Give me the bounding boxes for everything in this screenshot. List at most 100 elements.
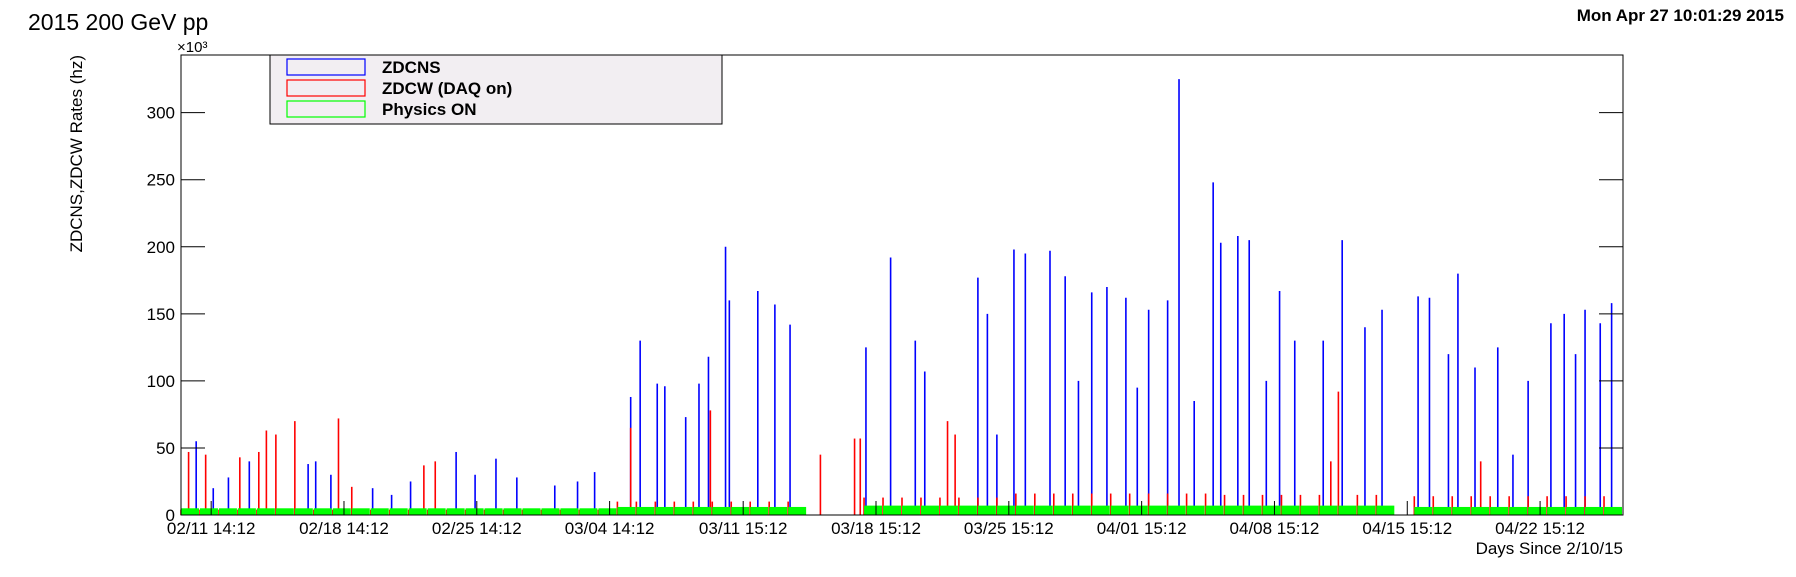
timestamp: Mon Apr 27 10:01:29 2015 [1577,6,1784,25]
legend-box [269,54,723,125]
physics-bar [1167,505,1186,515]
physics-bar [332,508,351,515]
physics-bar [560,508,579,515]
legend-swatch [286,58,366,76]
y-tick-label: 0 [166,506,175,525]
physics-bar [1585,506,1604,515]
physics-bar [939,505,958,515]
physics-bar [1281,505,1300,515]
x-tick-label: 03/04 14:12 [565,519,655,538]
legend-label: ZDCNS [382,58,441,77]
physics-bar [446,508,465,515]
y-multiplier: ×10³ [177,39,207,56]
physics-bar [902,505,920,515]
physics-bar [731,506,750,515]
x-tick-label: 04/01 15:12 [1097,519,1187,538]
physics-bar [1053,505,1072,515]
physics-bar [996,505,1015,515]
physics-bar [1205,505,1224,515]
physics-bar [579,508,598,515]
physics-bar [1319,505,1338,515]
physics-bar [1186,505,1205,515]
x-tick-label: 04/22 15:12 [1495,519,1585,538]
physics-bar [1471,506,1490,515]
x-tick-label: 02/25 14:12 [432,519,522,538]
physics-bar [598,508,617,515]
physics-bar [522,508,541,515]
legend-swatch [286,100,366,118]
x-tick-label: 03/25 15:12 [964,519,1054,538]
legend-swatch [286,79,366,97]
physics-bar [1262,505,1281,515]
physics-bar [788,506,807,515]
physics-bar [408,508,427,515]
physics-bar [275,508,294,515]
physics-bar [256,508,275,515]
x-tick-label: 02/11 14:12 [167,519,256,538]
physics-bar [1490,506,1509,515]
physics-bar [883,505,901,515]
physics-bar [294,508,313,515]
physics-bar [237,508,256,515]
y-tick-label: 150 [147,305,175,324]
x-tick-label: 02/18 14:12 [299,519,389,538]
plot-area [180,79,1622,515]
physics-bar [484,508,503,515]
physics-bar [427,508,446,515]
y-tick-label: 50 [156,439,175,458]
x-axis-label: Days Since 2/10/15 [1476,539,1623,558]
physics-bar [541,508,560,515]
physics-bar [674,506,693,515]
physics-bar [1148,505,1167,515]
physics-bar [1072,505,1091,515]
x-tick-label: 04/08 15:12 [1230,519,1320,538]
physics-bar [958,505,977,515]
physics-bar [1509,506,1528,515]
physics-bar [199,508,218,515]
physics-bar [1414,506,1433,515]
y-tick-label: 250 [147,171,175,190]
physics-bar [1547,506,1566,515]
physics-bar [1300,505,1319,515]
physics-bar [218,508,237,515]
physics-bar [181,508,199,515]
physics-bar [313,508,332,515]
physics-bar [1091,505,1110,515]
x-tick-label: 03/18 15:12 [831,519,921,538]
physics-bar [465,508,484,515]
physics-bar [1224,505,1243,515]
physics-bar [617,506,636,515]
physics-bar [1015,505,1034,515]
physics-bar [1566,506,1585,515]
physics-bar [693,506,712,515]
physics-bar [1433,506,1452,515]
x-tick-label: 04/15 15:12 [1362,519,1452,538]
physics-bar [1338,505,1357,515]
physics-bar [1034,505,1053,515]
plot-frame [180,54,1624,516]
physics-bar [864,505,883,515]
physics-bar [1129,505,1148,515]
x-tick-label: 03/11 15:12 [699,519,788,538]
physics-bar [1452,506,1471,515]
physics-bar [920,505,939,515]
physics-bar [1357,505,1376,515]
legend-label: ZDCW (DAQ on) [382,79,512,98]
y-tick-label: 300 [147,104,175,123]
chart-title: 2015 200 GeV pp [28,9,208,35]
y-tick-label: 100 [147,372,175,391]
physics-bar [1528,506,1547,515]
physics-bar [389,508,408,515]
physics-bar [655,506,674,515]
y-tick-label: 200 [147,238,175,257]
y-axis-label: ZDCNS,ZDCW Rates (hz) [67,55,86,252]
physics-bar [1604,506,1622,515]
physics-bar [636,506,655,515]
physics-bar [1376,505,1395,515]
physics-bar [712,506,731,515]
legend-label: Physics ON [382,100,477,119]
physics-bar [769,506,788,515]
legend: ZDCNS ZDCW (DAQ on) Physics ON [269,54,723,125]
